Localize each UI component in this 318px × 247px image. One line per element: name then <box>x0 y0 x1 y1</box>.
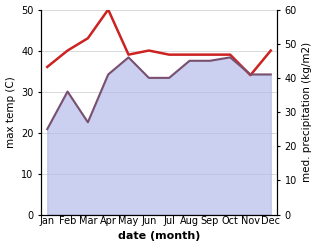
Y-axis label: max temp (C): max temp (C) <box>5 76 16 148</box>
X-axis label: date (month): date (month) <box>118 231 200 242</box>
Y-axis label: med. precipitation (kg/m2): med. precipitation (kg/m2) <box>302 42 313 182</box>
